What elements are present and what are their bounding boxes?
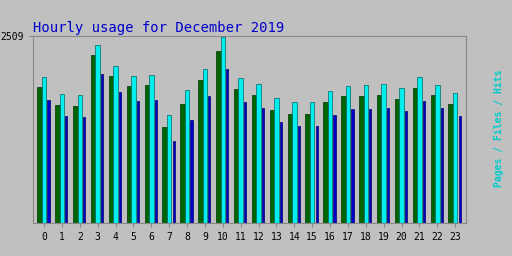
Bar	[262, 108, 264, 223]
Bar	[208, 96, 210, 223]
Bar	[359, 97, 364, 223]
Bar	[190, 120, 193, 223]
Bar	[324, 102, 328, 223]
Text: Hourly usage for December 2019: Hourly usage for December 2019	[33, 21, 285, 35]
Bar	[315, 126, 318, 223]
Bar	[333, 115, 336, 223]
Bar	[131, 76, 136, 223]
Bar	[328, 91, 332, 223]
Bar	[381, 84, 386, 223]
Bar	[346, 86, 350, 223]
Bar	[216, 51, 221, 223]
Bar	[126, 86, 131, 223]
Bar	[162, 127, 167, 223]
Bar	[377, 95, 381, 223]
Bar	[119, 92, 121, 223]
Bar	[364, 85, 368, 223]
Bar	[239, 78, 243, 223]
Bar	[149, 75, 154, 223]
Bar	[203, 69, 207, 223]
Bar	[387, 108, 389, 223]
Bar	[310, 102, 314, 223]
Bar	[351, 109, 353, 223]
Bar	[399, 88, 404, 223]
Bar	[137, 101, 139, 223]
Bar	[77, 95, 82, 223]
Bar	[42, 78, 46, 223]
Bar	[341, 97, 346, 223]
Bar	[405, 111, 407, 223]
Bar	[244, 102, 246, 223]
Bar	[413, 88, 417, 223]
Bar	[274, 98, 279, 223]
Bar	[180, 103, 185, 223]
Bar	[95, 46, 100, 223]
Text: Pages / Files / Hits: Pages / Files / Hits	[494, 69, 504, 187]
Bar	[234, 89, 239, 223]
Bar	[257, 84, 261, 223]
Bar	[431, 95, 435, 223]
Bar	[55, 105, 60, 223]
Bar	[252, 95, 257, 223]
Bar	[155, 100, 157, 223]
Bar	[173, 141, 175, 223]
Bar	[459, 116, 461, 223]
Bar	[226, 69, 228, 223]
Bar	[288, 114, 292, 223]
Bar	[297, 126, 300, 223]
Bar	[395, 99, 399, 223]
Bar	[280, 122, 282, 223]
Bar	[449, 104, 453, 223]
Bar	[37, 87, 42, 223]
Bar	[65, 116, 68, 223]
Bar	[453, 93, 457, 223]
Bar	[101, 74, 103, 223]
Bar	[60, 94, 64, 223]
Bar	[270, 110, 274, 223]
Bar	[198, 80, 203, 223]
Bar	[47, 100, 50, 223]
Bar	[109, 76, 113, 223]
Bar	[417, 77, 422, 223]
Bar	[369, 109, 371, 223]
Bar	[167, 115, 172, 223]
Bar	[435, 84, 439, 223]
Bar	[221, 37, 225, 223]
Bar	[423, 101, 425, 223]
Bar	[144, 85, 149, 223]
Bar	[306, 114, 310, 223]
Bar	[91, 55, 95, 223]
Bar	[113, 66, 118, 223]
Bar	[292, 102, 296, 223]
Bar	[185, 90, 189, 223]
Bar	[441, 108, 443, 223]
Bar	[83, 117, 86, 223]
Bar	[73, 106, 77, 223]
